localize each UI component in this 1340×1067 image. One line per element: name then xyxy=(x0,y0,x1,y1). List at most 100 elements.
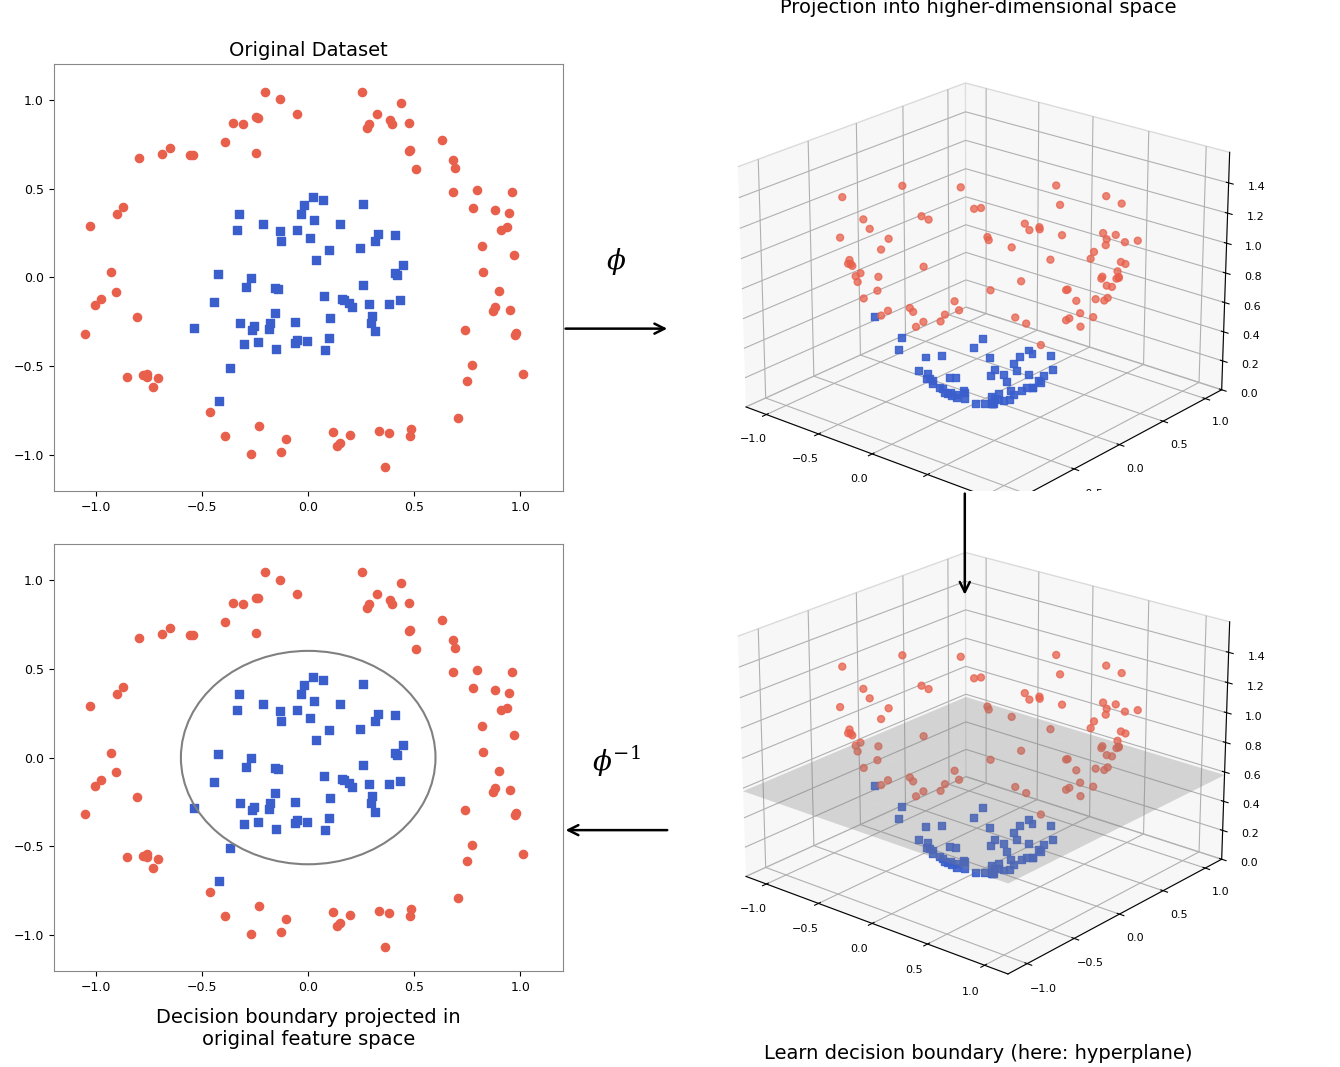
Point xyxy=(401,901,422,918)
Point xyxy=(208,266,229,283)
Point xyxy=(322,904,343,921)
Point xyxy=(269,443,291,460)
Point xyxy=(214,133,236,150)
Point xyxy=(126,789,147,806)
Point xyxy=(276,910,297,927)
Point xyxy=(485,779,507,796)
Point xyxy=(91,291,113,308)
Point xyxy=(398,143,419,160)
Point xyxy=(259,314,280,331)
Point xyxy=(229,686,251,703)
Point xyxy=(222,594,244,611)
Point xyxy=(306,731,327,748)
Point xyxy=(285,332,307,349)
Point xyxy=(359,115,381,132)
Point xyxy=(147,850,169,867)
Point xyxy=(398,594,419,611)
Point xyxy=(208,746,229,763)
Point xyxy=(352,276,374,293)
Point xyxy=(364,712,386,729)
Point xyxy=(200,403,221,420)
Point xyxy=(208,873,229,890)
Point xyxy=(326,918,347,935)
Point xyxy=(444,640,465,657)
Point xyxy=(485,299,507,316)
Point xyxy=(79,217,100,234)
Point xyxy=(330,696,351,713)
Point xyxy=(248,897,269,914)
Point xyxy=(244,798,265,815)
Point xyxy=(501,184,523,201)
Point xyxy=(287,222,308,239)
Point xyxy=(84,777,106,794)
Point xyxy=(236,278,257,296)
Point xyxy=(226,701,248,718)
Point xyxy=(74,325,95,343)
Point xyxy=(135,846,157,863)
Point xyxy=(504,246,525,264)
Point xyxy=(461,837,482,854)
Point xyxy=(218,840,240,857)
Point xyxy=(379,776,401,793)
Point xyxy=(74,806,95,823)
Point xyxy=(91,771,113,789)
Point xyxy=(501,664,523,681)
Point xyxy=(319,810,340,827)
Point xyxy=(133,367,154,384)
Point xyxy=(241,801,263,818)
Point xyxy=(314,767,335,784)
Point xyxy=(142,379,163,396)
Point xyxy=(374,459,395,476)
Point xyxy=(398,114,419,131)
Point xyxy=(204,293,225,310)
Point xyxy=(322,424,343,441)
Point xyxy=(106,206,127,223)
Point xyxy=(226,221,248,238)
Point xyxy=(259,800,280,817)
Point xyxy=(364,232,386,249)
Point xyxy=(448,409,469,426)
Point xyxy=(259,320,280,337)
Point xyxy=(363,803,385,821)
Point xyxy=(330,216,351,233)
Point xyxy=(359,776,381,793)
Point xyxy=(385,265,406,282)
Point xyxy=(267,281,288,298)
Point xyxy=(303,669,324,686)
Point xyxy=(334,771,355,789)
Text: Learn decision boundary (here: hyperplane): Learn decision boundary (here: hyperplan… xyxy=(764,1044,1193,1063)
Point xyxy=(356,600,378,617)
Point xyxy=(151,146,173,163)
Point xyxy=(473,744,494,761)
Point xyxy=(489,762,511,779)
Point xyxy=(312,191,334,208)
Point xyxy=(255,83,276,100)
Point xyxy=(352,195,374,212)
Point xyxy=(390,292,411,309)
Point xyxy=(265,821,287,838)
Point xyxy=(362,787,383,805)
Point xyxy=(137,848,158,865)
Point xyxy=(331,290,352,307)
Point xyxy=(241,446,263,463)
Point xyxy=(363,323,385,340)
Point xyxy=(442,184,464,201)
Point xyxy=(390,773,411,790)
Point xyxy=(442,664,464,681)
Point xyxy=(267,761,288,778)
Point xyxy=(284,334,306,351)
Point xyxy=(500,782,521,799)
Point xyxy=(318,241,339,258)
Point xyxy=(135,366,157,383)
Point xyxy=(269,91,291,108)
Point xyxy=(319,330,340,347)
Point xyxy=(229,795,251,812)
Point xyxy=(240,270,261,287)
Point xyxy=(340,778,362,795)
Point xyxy=(359,595,381,612)
Point xyxy=(232,595,253,612)
Point xyxy=(232,115,253,132)
Point xyxy=(142,859,163,876)
Point xyxy=(381,595,402,612)
Point xyxy=(284,314,306,331)
